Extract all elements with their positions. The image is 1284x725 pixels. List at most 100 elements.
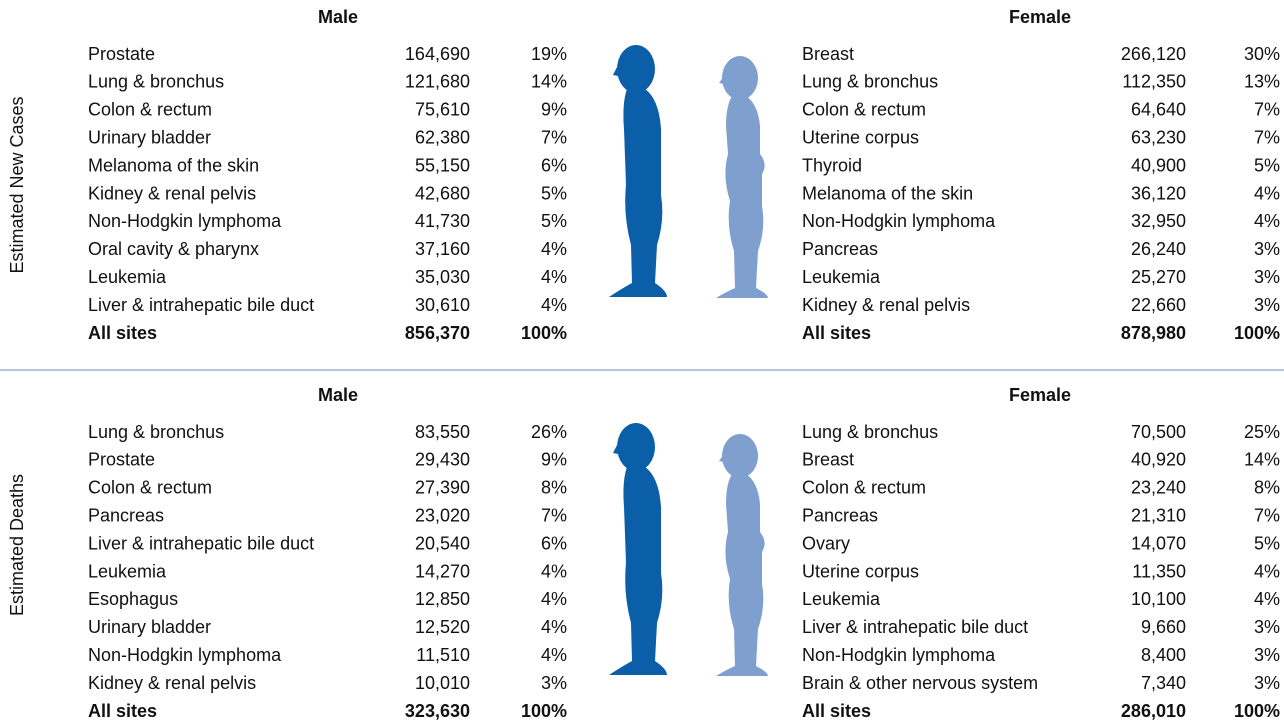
case-count: 8,400 bbox=[1141, 645, 1186, 665]
percent: 30% bbox=[1244, 44, 1280, 64]
case-count: 21,310 bbox=[1131, 505, 1186, 525]
section-label: Estimated Deaths bbox=[7, 474, 27, 616]
percent: 8% bbox=[541, 478, 567, 498]
site-name: Ovary bbox=[802, 533, 850, 553]
case-count: 23,020 bbox=[415, 505, 470, 525]
site-name: Colon & rectum bbox=[88, 100, 212, 120]
percent: 4% bbox=[541, 295, 567, 315]
site-name: Leukemia bbox=[88, 267, 167, 287]
section-label: Estimated New Cases bbox=[7, 96, 27, 273]
case-count: 29,430 bbox=[415, 450, 470, 470]
case-count: 878,980 bbox=[1121, 323, 1186, 343]
percent: 100% bbox=[521, 701, 567, 721]
site-name: Oral cavity & pharynx bbox=[88, 239, 259, 259]
percent: 100% bbox=[521, 323, 567, 343]
site-name: Leukemia bbox=[802, 589, 881, 609]
percent: 3% bbox=[1254, 617, 1280, 637]
case-count: 11,510 bbox=[416, 645, 470, 665]
case-count: 35,030 bbox=[415, 267, 470, 287]
percent: 4% bbox=[541, 617, 567, 637]
site-name: Brain & other nervous system bbox=[802, 673, 1038, 693]
case-count: 11,350 bbox=[1132, 561, 1186, 581]
percent: 3% bbox=[1254, 267, 1280, 287]
case-count: 856,370 bbox=[405, 323, 470, 343]
case-count: 23,240 bbox=[1131, 478, 1186, 498]
site-name: Breast bbox=[802, 44, 854, 64]
site-name: Breast bbox=[802, 450, 854, 470]
case-count: 286,010 bbox=[1121, 701, 1186, 721]
percent: 26% bbox=[531, 422, 567, 442]
site-name: Urinary bladder bbox=[88, 127, 211, 147]
case-count: 323,630 bbox=[405, 701, 470, 721]
percent: 4% bbox=[1254, 589, 1280, 609]
percent: 4% bbox=[1254, 211, 1280, 231]
percent: 3% bbox=[1254, 239, 1280, 259]
case-count: 12,520 bbox=[415, 617, 470, 637]
group-title: Female bbox=[1009, 385, 1071, 405]
site-name: Lung & bronchus bbox=[88, 422, 224, 442]
percent: 25% bbox=[1244, 422, 1280, 442]
site-name: Lung & bronchus bbox=[88, 72, 224, 92]
percent: 9% bbox=[541, 100, 567, 120]
case-count: 121,680 bbox=[405, 72, 470, 92]
site-name: Pancreas bbox=[802, 505, 878, 525]
percent: 7% bbox=[1254, 127, 1280, 147]
case-count: 40,920 bbox=[1131, 450, 1186, 470]
percent: 4% bbox=[541, 267, 567, 287]
site-name: Esophagus bbox=[88, 589, 178, 609]
percent: 100% bbox=[1234, 323, 1280, 343]
percent: 6% bbox=[541, 155, 567, 175]
site-name: Non-Hodgkin lymphoma bbox=[802, 645, 996, 665]
percent: 4% bbox=[1254, 561, 1280, 581]
site-name: Lung & bronchus bbox=[802, 422, 938, 442]
site-name: Liver & intrahepatic bile duct bbox=[88, 295, 314, 315]
case-count: 14,270 bbox=[415, 561, 470, 581]
case-count: 40,900 bbox=[1131, 155, 1186, 175]
percent: 3% bbox=[541, 673, 567, 693]
case-count: 25,270 bbox=[1131, 267, 1186, 287]
percent: 9% bbox=[541, 450, 567, 470]
percent: 8% bbox=[1254, 478, 1280, 498]
site-name: Non-Hodgkin lymphoma bbox=[88, 645, 282, 665]
case-count: 112,350 bbox=[1122, 72, 1186, 92]
case-count: 55,150 bbox=[415, 155, 470, 175]
percent: 14% bbox=[531, 72, 567, 92]
case-count: 12,850 bbox=[415, 589, 470, 609]
site-name: Urinary bladder bbox=[88, 617, 211, 637]
case-count: 64,640 bbox=[1131, 100, 1186, 120]
site-name: Prostate bbox=[88, 44, 155, 64]
site-name: Pancreas bbox=[88, 505, 164, 525]
site-name: All sites bbox=[88, 323, 157, 343]
case-count: 9,660 bbox=[1141, 617, 1186, 637]
percent: 7% bbox=[541, 505, 567, 525]
site-name: All sites bbox=[802, 323, 871, 343]
percent: 5% bbox=[541, 211, 567, 231]
percent: 3% bbox=[1254, 645, 1280, 665]
site-name: Lung & bronchus bbox=[802, 72, 938, 92]
site-name: Colon & rectum bbox=[802, 100, 926, 120]
percent: 4% bbox=[541, 239, 567, 259]
case-count: 22,660 bbox=[1131, 295, 1186, 315]
site-name: Colon & rectum bbox=[802, 478, 926, 498]
case-count: 32,950 bbox=[1131, 211, 1186, 231]
case-count: 83,550 bbox=[415, 422, 470, 442]
percent: 6% bbox=[541, 533, 567, 553]
case-count: 27,390 bbox=[415, 478, 470, 498]
case-count: 14,070 bbox=[1131, 533, 1186, 553]
site-name: Uterine corpus bbox=[802, 127, 919, 147]
site-name: Uterine corpus bbox=[802, 561, 919, 581]
site-name: Liver & intrahepatic bile duct bbox=[802, 617, 1028, 637]
site-name: Prostate bbox=[88, 450, 155, 470]
site-name: Colon & rectum bbox=[88, 478, 212, 498]
group-title: Male bbox=[318, 7, 358, 27]
case-count: 75,610 bbox=[415, 100, 470, 120]
percent: 4% bbox=[541, 589, 567, 609]
case-count: 10,010 bbox=[415, 673, 470, 693]
site-name: Leukemia bbox=[88, 561, 167, 581]
site-name: Non-Hodgkin lymphoma bbox=[802, 211, 996, 231]
page: Estimated New CasesMaleProstate164,69019… bbox=[0, 0, 1284, 725]
male-silhouette bbox=[609, 45, 667, 297]
percent: 7% bbox=[541, 127, 567, 147]
site-name: Kidney & renal pelvis bbox=[802, 295, 970, 315]
percent: 7% bbox=[1254, 505, 1280, 525]
